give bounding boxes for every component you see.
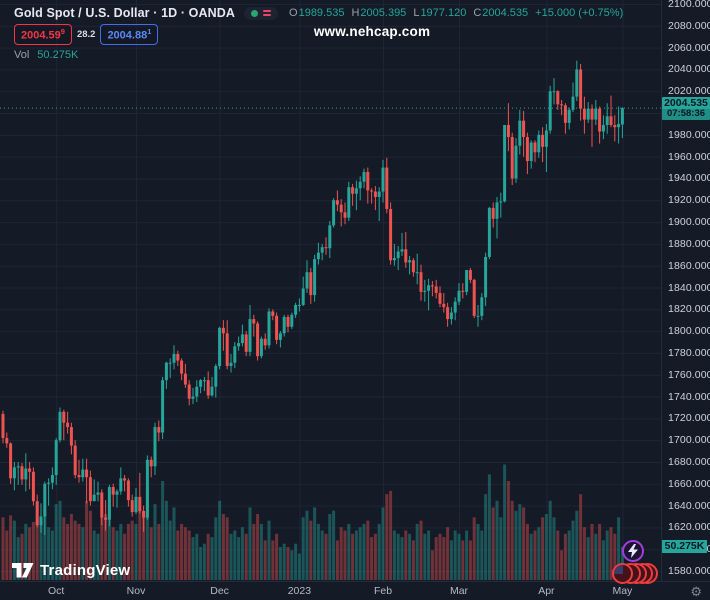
time-tick-label-apr: Apr xyxy=(538,585,555,597)
symbol-title[interactable]: Gold Spot / U.S. Dollar · 1D · OANDA xyxy=(14,6,236,20)
price-tick-label: 2040.000 xyxy=(668,63,710,76)
price-tick-label: 1620.000 xyxy=(668,521,710,534)
bar-countdown: 07:58:36 xyxy=(662,109,710,121)
flag-stack-button[interactable] xyxy=(612,563,664,586)
price-tick-label: 1780.000 xyxy=(668,346,710,359)
site-watermark: www.nehcap.com xyxy=(313,24,431,39)
time-tick-label-nov: Nov xyxy=(126,585,146,597)
market-open-dot-icon xyxy=(251,9,259,17)
time-tick-label-mar: Mar xyxy=(449,585,469,597)
low-value: 1977.120 xyxy=(420,7,467,19)
volume-label: Vol xyxy=(14,49,30,61)
price-axis[interactable]: 2004.535 07:58:36 50.275K 2100.000 2080.0… xyxy=(661,0,710,581)
price-tick-label: 1980.000 xyxy=(668,128,710,141)
spread-value: 28.2 xyxy=(76,29,96,40)
price-tick-label: 1760.000 xyxy=(668,368,710,381)
price-tick-label: 1960.000 xyxy=(668,150,710,163)
price-tick-label: 2100.000 xyxy=(668,0,710,10)
boost-button[interactable] xyxy=(622,540,644,562)
price-tick-label: 1880.000 xyxy=(668,237,710,250)
close-label: C xyxy=(473,7,482,19)
low-label: L xyxy=(413,7,420,19)
time-tick-label-feb: Feb xyxy=(373,585,393,597)
time-axis[interactable]: ⚙ Oct Nov Dec 2023 Feb Mar Apr May xyxy=(0,581,710,600)
price-tick-label: 1700.000 xyxy=(668,434,710,447)
price-tick-label: 1640.000 xyxy=(668,499,710,512)
tradingview-logo-icon xyxy=(12,563,34,578)
price-tick-label: 1860.000 xyxy=(668,259,710,272)
tradingview-logo[interactable]: TradingView xyxy=(12,562,130,579)
price-tick-label: 1720.000 xyxy=(668,412,710,425)
settings-gear-icon[interactable]: ⚙ xyxy=(690,584,702,599)
price-tick-label: 1940.000 xyxy=(668,172,710,185)
price-tick-label: 1740.000 xyxy=(668,390,710,403)
delayed-data-icon xyxy=(263,10,272,16)
tradingview-logo-text: TradingView xyxy=(40,562,131,579)
volume-axis-label: 50.275K xyxy=(662,539,707,553)
high-value: 2005.395 xyxy=(360,7,407,19)
market-status-pill[interactable] xyxy=(244,6,279,20)
price-tick-label: 1580.000 xyxy=(668,565,710,577)
candlestick-chart[interactable] xyxy=(0,0,661,581)
price-tick-label: 1920.000 xyxy=(668,194,710,207)
open-value: 1989.535 xyxy=(298,7,345,19)
high-label: H xyxy=(351,7,360,19)
price-tick-label: 1820.000 xyxy=(668,303,710,316)
time-tick-label-oct: Oct xyxy=(48,585,65,597)
volume-value: 50.275K xyxy=(37,49,79,61)
buy-ask-button[interactable]: 2004.881 xyxy=(100,24,159,45)
time-tick-label-2023: 2023 xyxy=(287,585,312,597)
close-value: 2004.535 xyxy=(482,7,529,19)
lightning-icon xyxy=(628,544,638,558)
time-tick-label-may: May xyxy=(612,585,633,597)
symbol-legend: Gold Spot / U.S. Dollar · 1D · OANDA O 1… xyxy=(14,5,630,61)
change-value: +15.000 (+0.75%) xyxy=(535,7,624,19)
us-flag-icon xyxy=(612,563,633,584)
price-tick-label: 2080.000 xyxy=(668,19,710,32)
price-tick-label: 1680.000 xyxy=(668,455,710,468)
ohlc-readout: O 1989.535 H 2005.395 L 1977.120 C 2004.… xyxy=(289,7,630,19)
last-price-label: 2004.535 07:58:36 xyxy=(662,97,710,121)
price-tick-label: 2020.000 xyxy=(668,85,710,98)
price-tick-label: 1840.000 xyxy=(668,281,710,294)
price-tick-label: 1800.000 xyxy=(668,325,710,338)
volume-readout: Vol 50.275K xyxy=(14,49,630,61)
open-label: O xyxy=(289,7,298,19)
time-tick-label-dec: Dec xyxy=(210,585,229,597)
price-tick-label: 2060.000 xyxy=(668,41,710,54)
sell-bid-button[interactable]: 2004.599 xyxy=(14,24,72,45)
price-tick-label: 1900.000 xyxy=(668,216,710,229)
last-price-value: 2004.535 xyxy=(664,97,708,110)
price-tick-label: 1660.000 xyxy=(668,477,710,490)
